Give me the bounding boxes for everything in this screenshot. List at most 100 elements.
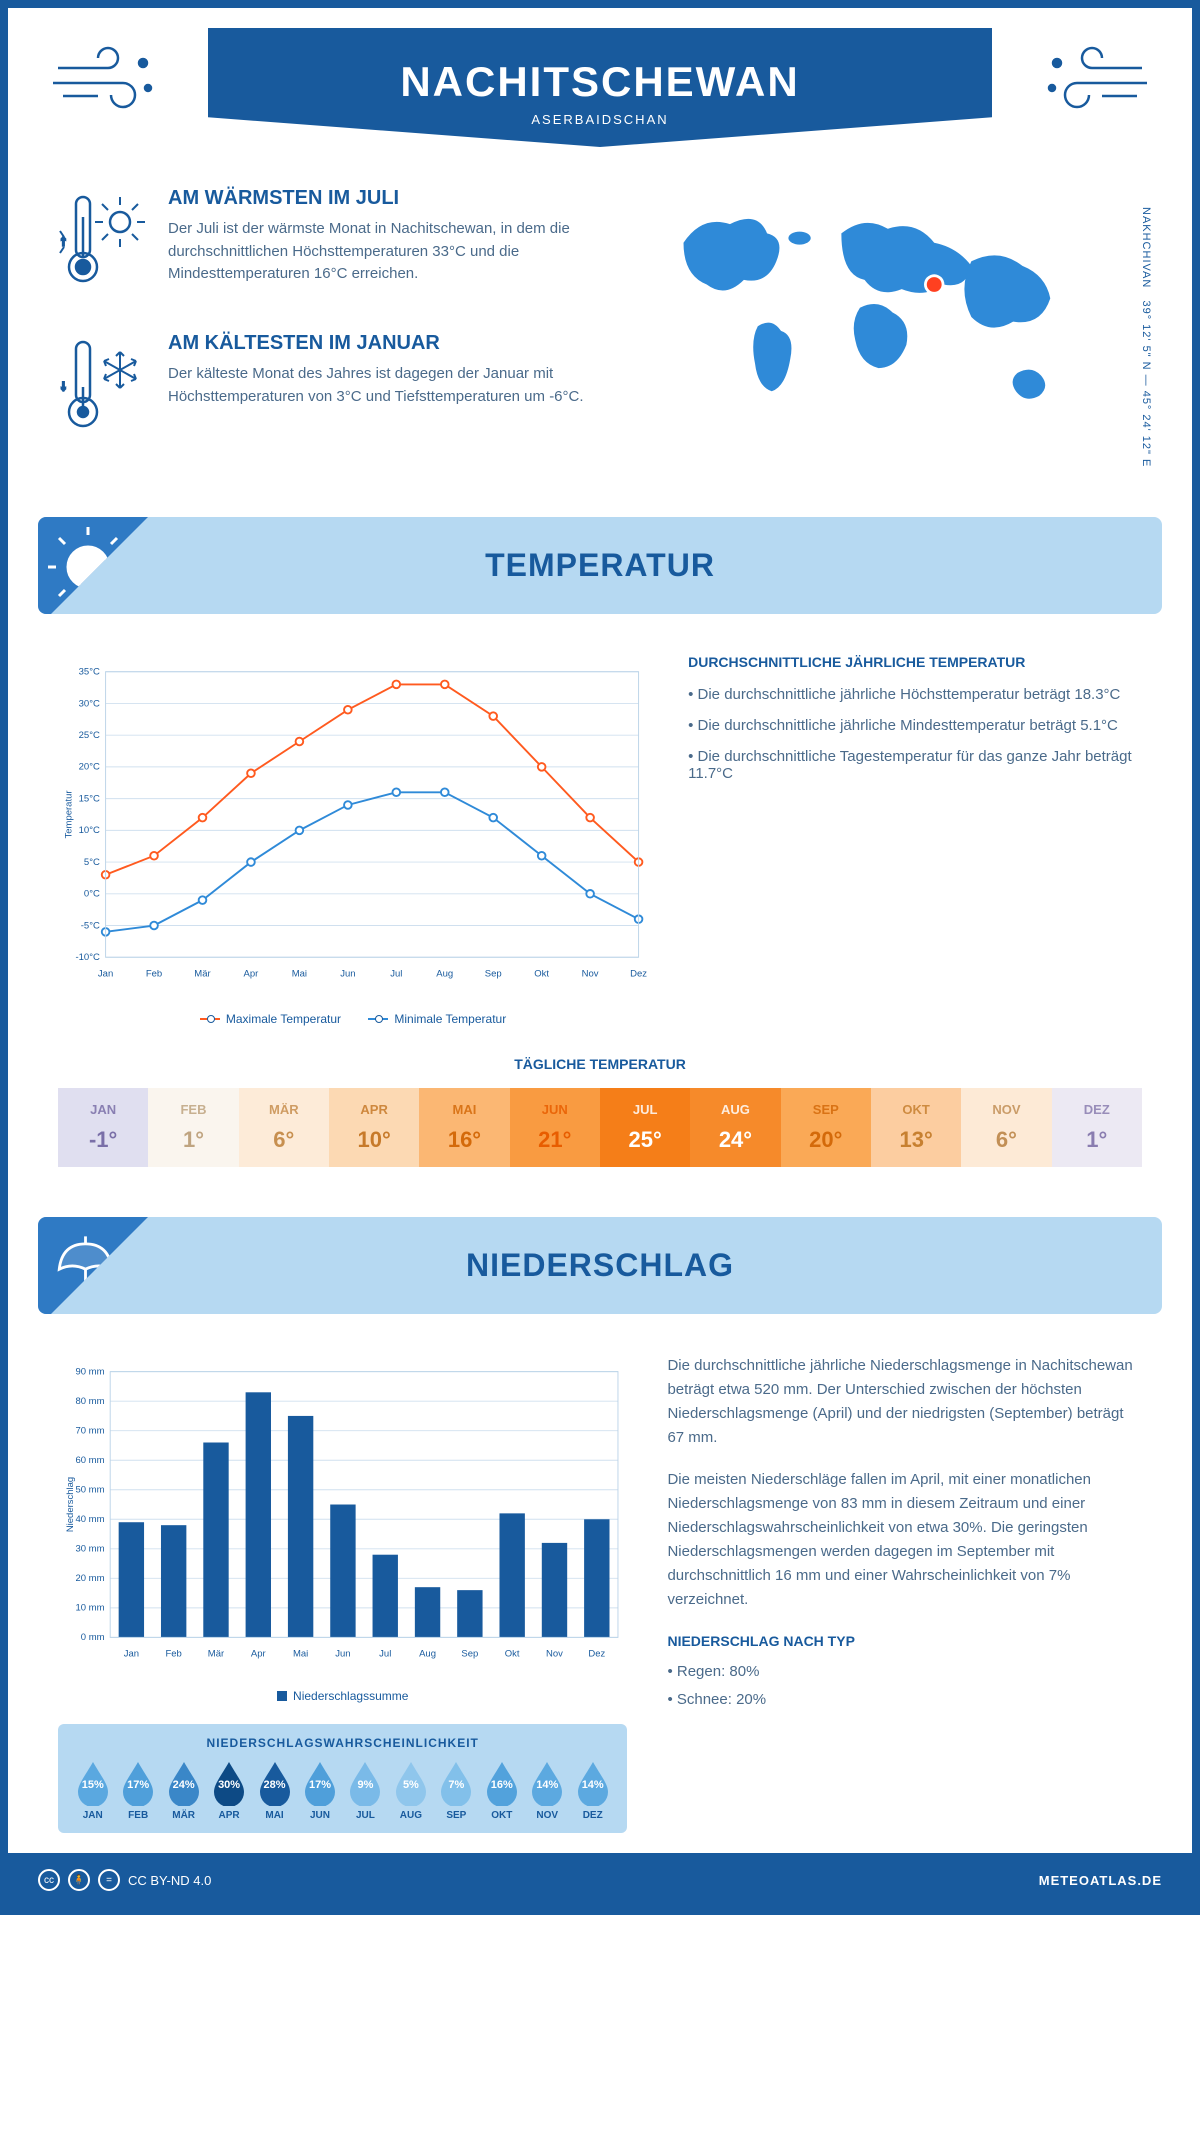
site-name: METEOATLAS.DE xyxy=(1039,1873,1162,1888)
svg-text:70 mm: 70 mm xyxy=(76,1426,105,1437)
prob-drop: 14%NOV xyxy=(525,1760,570,1821)
precip-rain: • Regen: 80% xyxy=(667,1660,1142,1684)
section-header-temp: TEMPERATUR xyxy=(38,517,1162,614)
svg-text:Jan: Jan xyxy=(98,968,113,979)
precip-p1: Die durchschnittliche jährliche Niedersc… xyxy=(667,1354,1142,1450)
fact-coldest: ↓ AM KÄLTESTEN IM JANUAR Der kälteste Mo… xyxy=(58,332,585,447)
section-title: NIEDERSCHLAG xyxy=(68,1247,1132,1284)
wind-icon xyxy=(48,38,168,123)
svg-text:30 mm: 30 mm xyxy=(76,1544,105,1555)
thermometer-sun-icon: ↑ xyxy=(58,187,148,302)
temp-cell: SEP20° xyxy=(781,1088,871,1167)
section-header-precip: NIEDERSCHLAG xyxy=(38,1217,1162,1314)
temp-cell: OKT13° xyxy=(871,1088,961,1167)
prob-drop: 24%MÄR xyxy=(161,1760,206,1821)
world-map-panel: NAKHCHIVAN 39° 12' 5" N — 45° 24' 12" E xyxy=(615,187,1142,477)
svg-text:40 mm: 40 mm xyxy=(76,1514,105,1525)
prob-row: 15%JAN17%FEB24%MÄR30%APR28%MAI17%JUN9%JU… xyxy=(70,1760,615,1821)
svg-text:35°C: 35°C xyxy=(79,667,100,678)
svg-text:Jan: Jan xyxy=(124,1648,139,1659)
page-title: NACHITSCHEWAN xyxy=(208,58,992,106)
svg-text:60 mm: 60 mm xyxy=(76,1455,105,1466)
svg-text:Dez: Dez xyxy=(630,968,647,979)
precip-p2: Die meisten Niederschläge fallen im Apri… xyxy=(667,1468,1142,1612)
svg-text:Mai: Mai xyxy=(293,1648,308,1659)
svg-text:30°C: 30°C xyxy=(79,698,100,709)
svg-text:50 mm: 50 mm xyxy=(76,1485,105,1496)
chart-legend: Maximale Temperatur Minimale Temperatur xyxy=(58,1009,648,1026)
svg-text:Jul: Jul xyxy=(379,1648,391,1659)
prob-drop: 16%OKT xyxy=(479,1760,524,1821)
daily-temp: TÄGLICHE TEMPERATUR JAN-1°FEB1°MÄR6°APR1… xyxy=(8,1046,1192,1197)
temp-info-p2: • Die durchschnittliche jährliche Mindes… xyxy=(688,717,1142,734)
temp-cell: JUL25° xyxy=(600,1088,690,1167)
svg-text:25°C: 25°C xyxy=(79,730,100,741)
svg-text:10°C: 10°C xyxy=(79,825,100,836)
svg-text:20 mm: 20 mm xyxy=(76,1573,105,1584)
temp-info-p3: • Die durchschnittliche Tagestemperatur … xyxy=(688,748,1142,782)
precip-left: 0 mm 10 mm 20 mm 30 mm 40 mm 50 mm 60 mm 70 mm 8… xyxy=(58,1354,627,1833)
precip-type-title: NIEDERSCHLAG NACH TYP xyxy=(667,1630,1142,1652)
svg-text:Okt: Okt xyxy=(505,1648,520,1659)
prob-drop: 28%MAI xyxy=(252,1760,297,1821)
fact-content: AM KÄLTESTEN IM JANUAR Der kälteste Mona… xyxy=(168,332,585,447)
temp-cell: MAI16° xyxy=(419,1088,509,1167)
prob-drop: 17%FEB xyxy=(115,1760,160,1821)
prob-title: NIEDERSCHLAGSWAHRSCHEINLICHKEIT xyxy=(70,1736,615,1750)
precip-text: Die durchschnittliche jährliche Niedersc… xyxy=(667,1354,1142,1833)
precip-legend: Niederschlagssumme xyxy=(58,1689,627,1704)
header-banner: NACHITSCHEWAN ASERBAIDSCHAN xyxy=(208,28,992,147)
license-text: CC BY-ND 4.0 xyxy=(128,1873,211,1888)
svg-text:Feb: Feb xyxy=(146,968,162,979)
legend-max: Maximale Temperatur xyxy=(226,1012,341,1026)
svg-text:Apr: Apr xyxy=(244,968,259,979)
temp-info-title: DURCHSCHNITTLICHE JÄHRLICHE TEMPERATUR xyxy=(688,654,1142,670)
temp-cell: NOV6° xyxy=(961,1088,1051,1167)
svg-text:Mär: Mär xyxy=(208,1648,224,1659)
fact-warmest: ↑ AM WÄRMSTEN IM JULI Der Juli ist der w… xyxy=(58,187,585,302)
coords-label: NAKHCHIVAN 39° 12' 5" N — 45° 24' 12" E xyxy=(1140,207,1152,467)
svg-text:Aug: Aug xyxy=(436,968,453,979)
svg-text:Sep: Sep xyxy=(485,968,502,979)
precipitation-bar-chart: 0 mm 10 mm 20 mm 30 mm 40 mm 50 mm 60 mm 70 mm 8… xyxy=(58,1354,627,1674)
fact-title: AM WÄRMSTEN IM JULI xyxy=(168,187,585,210)
temp-cell: AUG24° xyxy=(690,1088,780,1167)
svg-text:0°C: 0°C xyxy=(84,889,100,900)
header-wrap: NACHITSCHEWAN ASERBAIDSCHAN xyxy=(8,8,1192,147)
temp-info-p1: • Die durchschnittliche jährliche Höchst… xyxy=(688,686,1142,703)
temp-body: -10°C-5°C0°C5°C10°C15°C20°C25°C30°C35°CJ… xyxy=(8,634,1192,1046)
svg-text:Sep: Sep xyxy=(461,1648,478,1659)
prob-drop: 30%APR xyxy=(206,1760,251,1821)
temperature-line-chart: -10°C-5°C0°C5°C10°C15°C20°C25°C30°C35°CJ… xyxy=(58,654,648,1026)
page: NACHITSCHEWAN ASERBAIDSCHAN ↑ AM WÄRMSTE… xyxy=(0,0,1200,1915)
svg-text:15°C: 15°C xyxy=(79,793,100,804)
temp-cell: JUN21° xyxy=(510,1088,600,1167)
svg-text:20°C: 20°C xyxy=(79,762,100,773)
svg-text:Nov: Nov xyxy=(582,968,599,979)
daily-temp-title: TÄGLICHE TEMPERATUR xyxy=(58,1056,1142,1072)
svg-text:Aug: Aug xyxy=(419,1648,436,1659)
legend-precip: Niederschlagssumme xyxy=(293,1689,408,1703)
precip-body: 0 mm 10 mm 20 mm 30 mm 40 mm 50 mm 60 mm 70 mm 8… xyxy=(8,1334,1192,1853)
svg-text:5°C: 5°C xyxy=(84,857,100,868)
section-title: TEMPERATUR xyxy=(68,547,1132,584)
page-subtitle: ASERBAIDSCHAN xyxy=(208,112,992,127)
wind-icon xyxy=(1032,38,1152,123)
svg-text:Niederschlag: Niederschlag xyxy=(65,1477,76,1532)
footer: cc 🧍 = CC BY-ND 4.0 METEOATLAS.DE xyxy=(8,1853,1192,1907)
svg-text:Mär: Mär xyxy=(194,968,210,979)
svg-text:80 mm: 80 mm xyxy=(76,1396,105,1407)
svg-text:0 mm: 0 mm xyxy=(81,1632,105,1643)
svg-text:10 mm: 10 mm xyxy=(76,1603,105,1614)
temp-cell: APR10° xyxy=(329,1088,419,1167)
nd-icon: = xyxy=(98,1869,120,1891)
precip-probability-box: NIEDERSCHLAGSWAHRSCHEINLICHKEIT 15%JAN17… xyxy=(58,1724,627,1833)
svg-text:↑: ↑ xyxy=(60,232,67,248)
prob-drop: 5%AUG xyxy=(388,1760,433,1821)
precip-snow: • Schnee: 20% xyxy=(667,1688,1142,1712)
fact-title: AM KÄLTESTEN IM JANUAR xyxy=(168,332,585,355)
temp-table: JAN-1°FEB1°MÄR6°APR10°MAI16°JUN21°JUL25°… xyxy=(58,1088,1142,1167)
cc-icon: cc xyxy=(38,1869,60,1891)
svg-text:Nov: Nov xyxy=(546,1648,563,1659)
svg-text:-10°C: -10°C xyxy=(75,952,100,963)
